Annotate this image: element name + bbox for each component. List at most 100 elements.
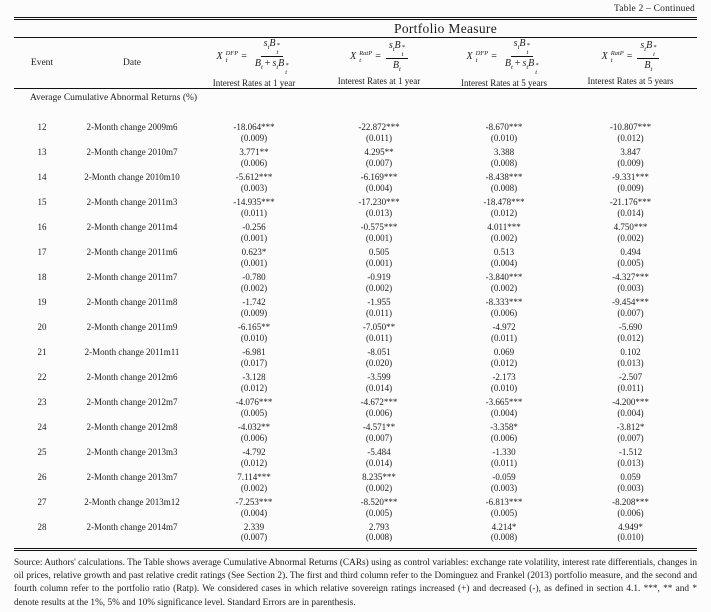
value-cell: -9.331*** xyxy=(612,171,649,182)
table-row-se: (0.001) (0.001) (0.002) (0.002) xyxy=(14,232,697,245)
formula-dfp: X DFP t = stB * t Bt + stB * t xyxy=(194,38,314,75)
math-equals: = xyxy=(626,51,633,62)
value-cell: -22.872*** xyxy=(358,121,400,132)
table-row-se: (0.012) (0.014) (0.011) (0.013) xyxy=(14,457,697,470)
empty-cell xyxy=(14,357,70,370)
se-cell: (0.010) xyxy=(490,133,518,143)
value-cell: 0.623* xyxy=(241,246,267,257)
event-cell: 14 xyxy=(37,171,47,182)
math-fraction: stB * t Bt + stB * t xyxy=(504,38,539,76)
empty-cell xyxy=(70,357,194,370)
se-cell: (0.010) xyxy=(490,383,518,393)
value-cell: -8.333*** xyxy=(485,296,523,307)
date-column-header: Date xyxy=(70,37,194,89)
se-cell: (0.010) xyxy=(617,532,644,542)
column-header-ratp-5yr: X RatP t = stB * t Bt Interest Rates at 5 ye… xyxy=(564,37,698,89)
se-cell: (0.006) xyxy=(240,433,268,443)
table-body: 12 2-Month change 2009m6 -18.064*** -22.… xyxy=(14,120,697,545)
value-cell: 2.793 xyxy=(368,521,390,532)
table-row-se: (0.010) (0.011) (0.011) (0.012) xyxy=(14,332,697,345)
se-cell: (0.002) xyxy=(490,283,518,293)
value-cell: 2.339 xyxy=(243,521,265,532)
rate-label: Interest Rates at 1 year xyxy=(212,78,296,88)
value-cell: -4.032** xyxy=(237,421,271,432)
value-cell: -0.256 xyxy=(242,221,266,232)
se-cell: (0.011) xyxy=(491,458,517,468)
math-equals: = xyxy=(491,51,497,62)
se-cell: (0.005) xyxy=(365,508,393,518)
empty-cell xyxy=(14,207,70,220)
se-cell: (0.011) xyxy=(366,133,392,143)
value-cell: 4.011*** xyxy=(487,221,521,232)
se-cell: (0.002) xyxy=(365,483,393,493)
table-row: 15 2-Month change 2011m3 -14.935*** -17.… xyxy=(14,195,697,207)
math-fraction: stB * t Bt + stB * t xyxy=(254,38,289,76)
date-cell: 2-Month change 2011m11 xyxy=(84,346,180,357)
empty-cell xyxy=(70,332,194,345)
empty-cell xyxy=(14,232,70,245)
value-cell: -14.935*** xyxy=(233,196,275,207)
empty-cell xyxy=(14,182,70,195)
date-cell: 2-Month change 2011m7 xyxy=(86,271,178,282)
table-row-se: (0.005) (0.006) (0.004) (0.004) xyxy=(14,407,697,420)
column-header-ratp-1yr: X RatP t = stB * t Bt Interest Rates at 1 ye… xyxy=(314,37,444,89)
se-cell: (0.020) xyxy=(365,358,393,368)
se-cell: (0.002) xyxy=(617,233,644,243)
value-cell: -0.059 xyxy=(492,471,516,482)
se-cell: (0.001) xyxy=(365,258,393,268)
value-cell: -7.253*** xyxy=(235,496,273,507)
table-row: 28 2-Month change 2014m7 2.339 2.793 4.2… xyxy=(14,520,697,532)
value-cell: 0.505 xyxy=(368,246,390,257)
rate-label: Interest Rates at 1 year xyxy=(337,76,421,86)
table-footnote: Source: Authors' calculations. The Table… xyxy=(14,557,697,608)
spacer-row xyxy=(14,107,697,120)
se-cell: (0.002) xyxy=(240,483,268,493)
date-cell: 2-Month change 2013m7 xyxy=(86,471,178,482)
empty-cell xyxy=(70,457,194,470)
value-cell: -17.230*** xyxy=(358,196,400,207)
value-cell: 7.114*** xyxy=(237,471,271,482)
empty-cell xyxy=(70,432,194,445)
empty-cell xyxy=(70,532,194,545)
math-scripts: DFP t xyxy=(475,50,489,64)
event-cell: 20 xyxy=(37,321,47,332)
value-cell: -4.327*** xyxy=(612,271,649,282)
value-cell: -4.972 xyxy=(492,321,516,332)
se-cell: (0.012) xyxy=(490,208,518,218)
empty-cell xyxy=(14,482,70,495)
value-cell: -5.612*** xyxy=(235,171,273,182)
rate-label: Interest Rates at 5 years xyxy=(587,76,674,86)
empty-cell xyxy=(70,282,194,295)
se-cell: (0.008) xyxy=(490,158,518,168)
math-scripts: DFP t xyxy=(225,50,239,64)
value-cell: -6.981 xyxy=(242,346,266,357)
math-var: X xyxy=(216,51,223,62)
value-cell: -4.672*** xyxy=(360,396,398,407)
se-cell: (0.002) xyxy=(365,283,393,293)
value-cell: 4.214* xyxy=(491,521,517,532)
table-row-se: (0.011) (0.013) (0.012) (0.014) xyxy=(14,207,697,220)
se-cell: (0.011) xyxy=(617,383,644,393)
se-cell: (0.012) xyxy=(617,333,644,343)
value-cell: -5.484 xyxy=(367,446,391,457)
value-cell: 3.771** xyxy=(239,146,269,157)
event-cell: 18 xyxy=(37,271,47,282)
table-row: 16 2-Month change 2011m4 -0.256 -0.575**… xyxy=(14,220,697,232)
math-var: X xyxy=(466,51,473,62)
math-equals: = xyxy=(241,51,247,62)
se-cell: (0.014) xyxy=(365,458,393,468)
table-row-se: (0.012) (0.014) (0.010) (0.011) xyxy=(14,382,697,395)
table-row: 26 2-Month change 2013m7 7.114*** 8.235*… xyxy=(14,470,697,482)
empty-cell xyxy=(14,532,70,545)
table-caption: Table 2 – Continued xyxy=(614,4,695,14)
column-header-row: Event Date X DFP t = stB * t Bt + stB * t Intere… xyxy=(14,37,698,89)
value-cell: -1.742 xyxy=(242,296,266,307)
se-cell: (0.004) xyxy=(617,408,644,418)
table-row: 18 2-Month change 2011m7 -0.780 -0.919 -… xyxy=(14,270,697,282)
table-row-se: (0.009) (0.011) (0.010) (0.012) xyxy=(14,132,697,145)
se-cell: (0.004) xyxy=(365,183,393,193)
se-cell: (0.006) xyxy=(240,158,268,168)
section-header-row: Average Cumulative Abnormal Returns (%) xyxy=(14,89,697,107)
event-cell: 28 xyxy=(37,521,47,532)
value-cell: -0.780 xyxy=(242,271,266,282)
